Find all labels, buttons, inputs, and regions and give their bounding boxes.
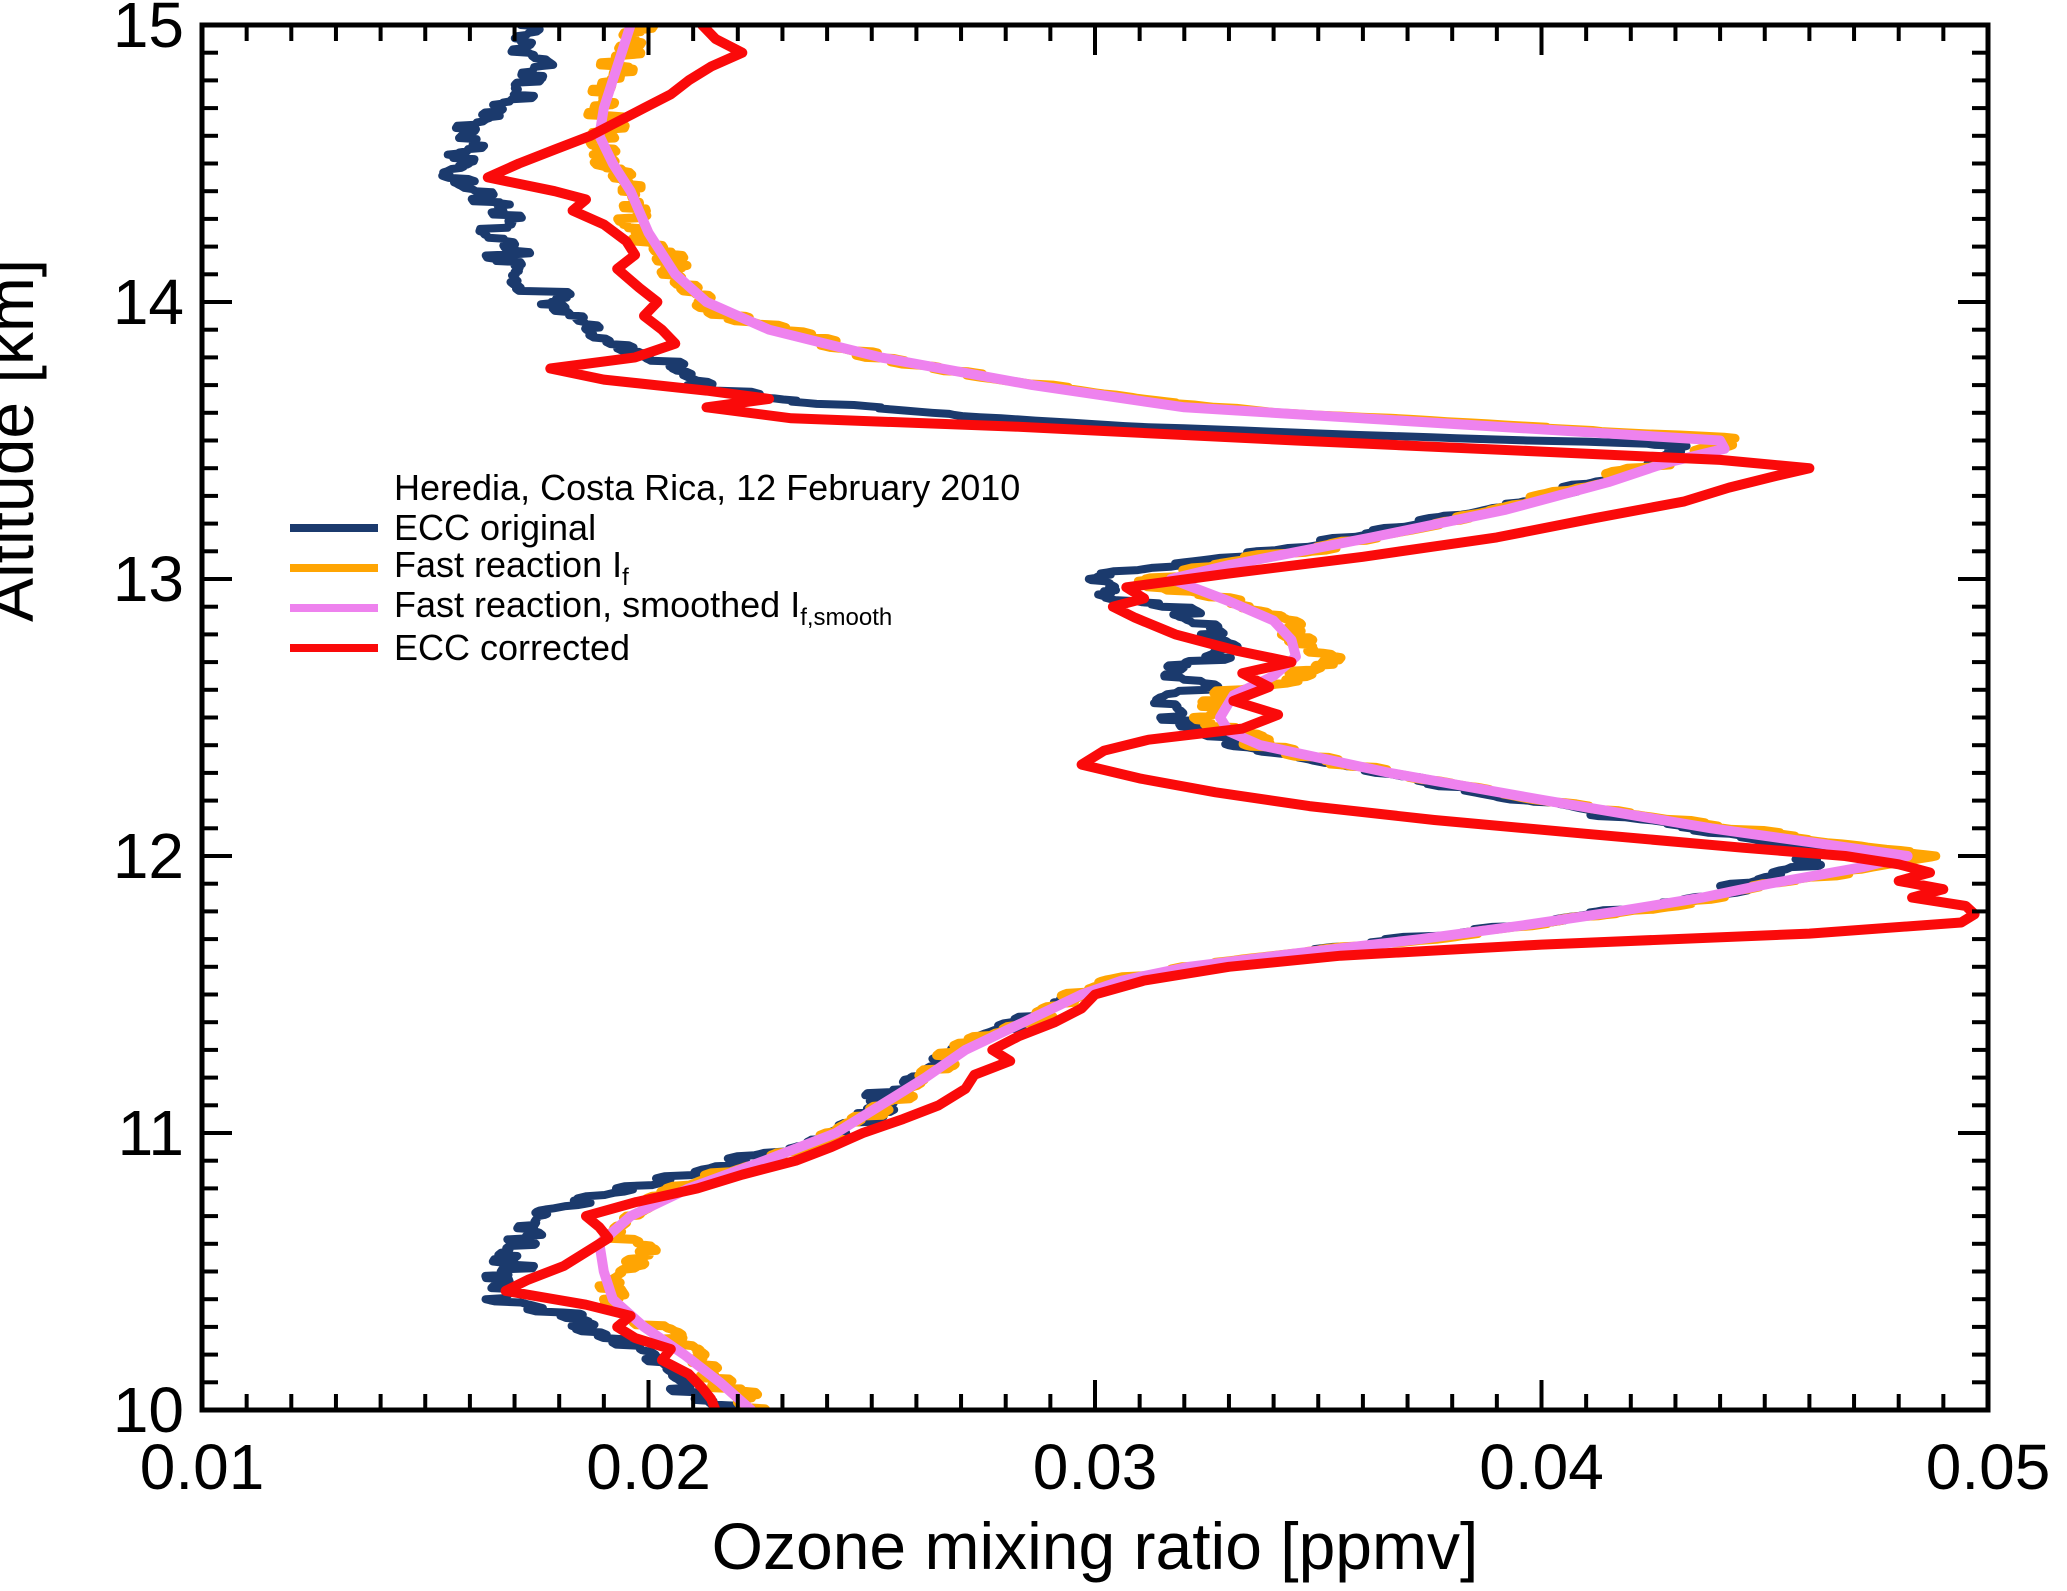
legend-label-subscript: f,smooth (800, 604, 893, 632)
legend-title-spacer (290, 484, 378, 492)
y-axis-title: Altitude [km] (0, 258, 47, 622)
series-ecc-original (438, 25, 1827, 1410)
legend-swatch (290, 644, 378, 652)
y-tick-label: 11 (117, 1097, 184, 1169)
legend-item-ecc-corrected: ECC corrected (290, 627, 1020, 668)
x-tick-label: 0.05 (1925, 1431, 2051, 1503)
plot-border (199, 22, 1991, 1413)
series-fast-reaction-smoothed-if-smooth (594, 25, 1913, 1410)
legend-label: ECC original (394, 507, 597, 548)
y-tick-label: 15 (112, 0, 184, 61)
x-axis-title: Ozone mixing ratio [ppmv] (711, 1509, 1479, 1583)
legend: Heredia, Costa Rica, 12 February 2010 EC… (290, 467, 1021, 668)
legend-swatch (290, 604, 378, 612)
legend-label: Fast reaction, smoothed If,smooth (394, 583, 893, 632)
legend-item-fast-reaction-i: Fast reaction If (290, 544, 1020, 591)
legend-label-subscript: f (622, 564, 629, 592)
legend-title: Heredia, Costa Rica, 12 February 2010 (394, 467, 1021, 508)
x-tick-label: 0.01 (139, 1431, 265, 1503)
legend-title-row: Heredia, Costa Rica, 12 February 2010 (290, 467, 1021, 508)
x-tick-label: 0.03 (1032, 1431, 1158, 1503)
y-tick-label: 13 (112, 543, 184, 615)
legend-item-ecc-original: ECC original (290, 507, 1020, 548)
x-tick-label: 0.04 (1479, 1431, 1604, 1503)
legend-swatch (290, 564, 378, 572)
legend-label: Fast reaction If (394, 543, 629, 592)
legend-item-fast-reaction-smoothed-i: Fast reaction, smoothed If,smooth (290, 584, 1020, 631)
legend-label: ECC corrected (394, 627, 631, 668)
legend-swatch (290, 524, 378, 532)
y-tick-label: 14 (112, 266, 184, 338)
x-tick-label: 0.02 (586, 1431, 711, 1503)
series-ecc-corrected (482, 25, 1980, 1410)
y-tick-label: 10 (112, 1374, 184, 1446)
y-tick-label: 12 (112, 820, 184, 892)
